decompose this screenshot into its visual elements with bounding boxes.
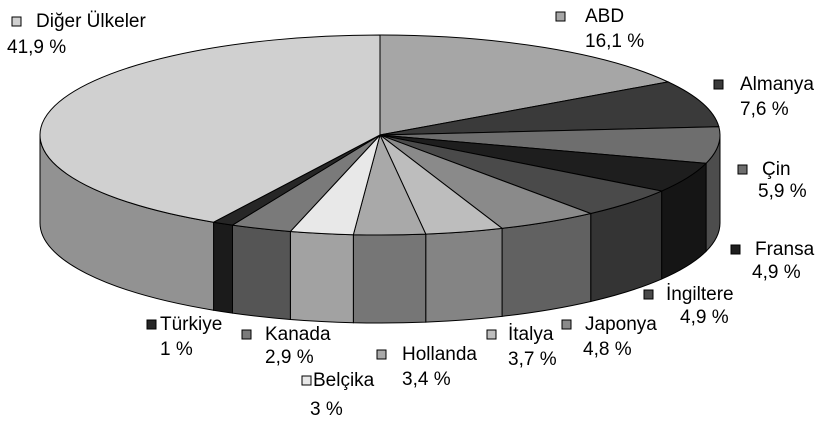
slice-name: Çin [762, 159, 791, 180]
legend-swatch [737, 164, 748, 175]
slice-name: ABD [585, 6, 624, 27]
slice-name: Kanada [265, 324, 331, 345]
legend-swatch [301, 375, 312, 386]
slice [379, 81, 720, 136]
slice-value: 3,4 % [402, 369, 451, 390]
slice-side [289, 230, 354, 324]
legend-swatch [561, 319, 572, 330]
slice-value: 4,9 % [752, 262, 801, 283]
legend-swatch [376, 349, 387, 360]
slice-side [425, 227, 503, 323]
slice-value: 2,9 % [265, 347, 314, 368]
slice-value: 4,8 % [583, 339, 632, 360]
legend-swatch [713, 79, 724, 90]
slice [379, 34, 670, 136]
legend-swatch [241, 329, 252, 340]
legend-swatch [643, 289, 654, 300]
slice-name: Almanya [740, 74, 814, 95]
slice-name: İngiltere [666, 284, 734, 305]
legend-swatch [730, 244, 741, 255]
slice [39, 34, 381, 223]
slice-side [352, 233, 427, 324]
slice-value: 16,1 % [585, 31, 644, 52]
slice-value: 5,9 % [758, 181, 807, 202]
slice-name: Diğer Ülkeler [36, 11, 146, 32]
legend-swatch [486, 329, 497, 340]
slice-value: 7,6 % [740, 99, 789, 120]
slice [379, 126, 721, 164]
slice-name: Belçika [313, 370, 375, 391]
legend-swatch [555, 11, 566, 22]
slice-side [501, 212, 592, 317]
slice-value: 3 % [310, 399, 343, 420]
legend-swatch [146, 319, 157, 330]
slice-side [231, 224, 291, 321]
slice-value: 4,9 % [680, 307, 729, 328]
slice-value: 3,7 % [508, 349, 557, 370]
slice-name: Japonya [585, 314, 657, 335]
slice-name: Hollanda [402, 344, 477, 365]
legend-swatch [11, 16, 22, 27]
slice-name: İtalya [508, 324, 554, 345]
slice-side [213, 221, 233, 314]
slice-value: 1 % [160, 339, 193, 360]
slice-name: Fransa [755, 239, 815, 260]
slice-value: 41,9 % [7, 37, 66, 58]
slice-name: Türkiye [160, 314, 222, 335]
